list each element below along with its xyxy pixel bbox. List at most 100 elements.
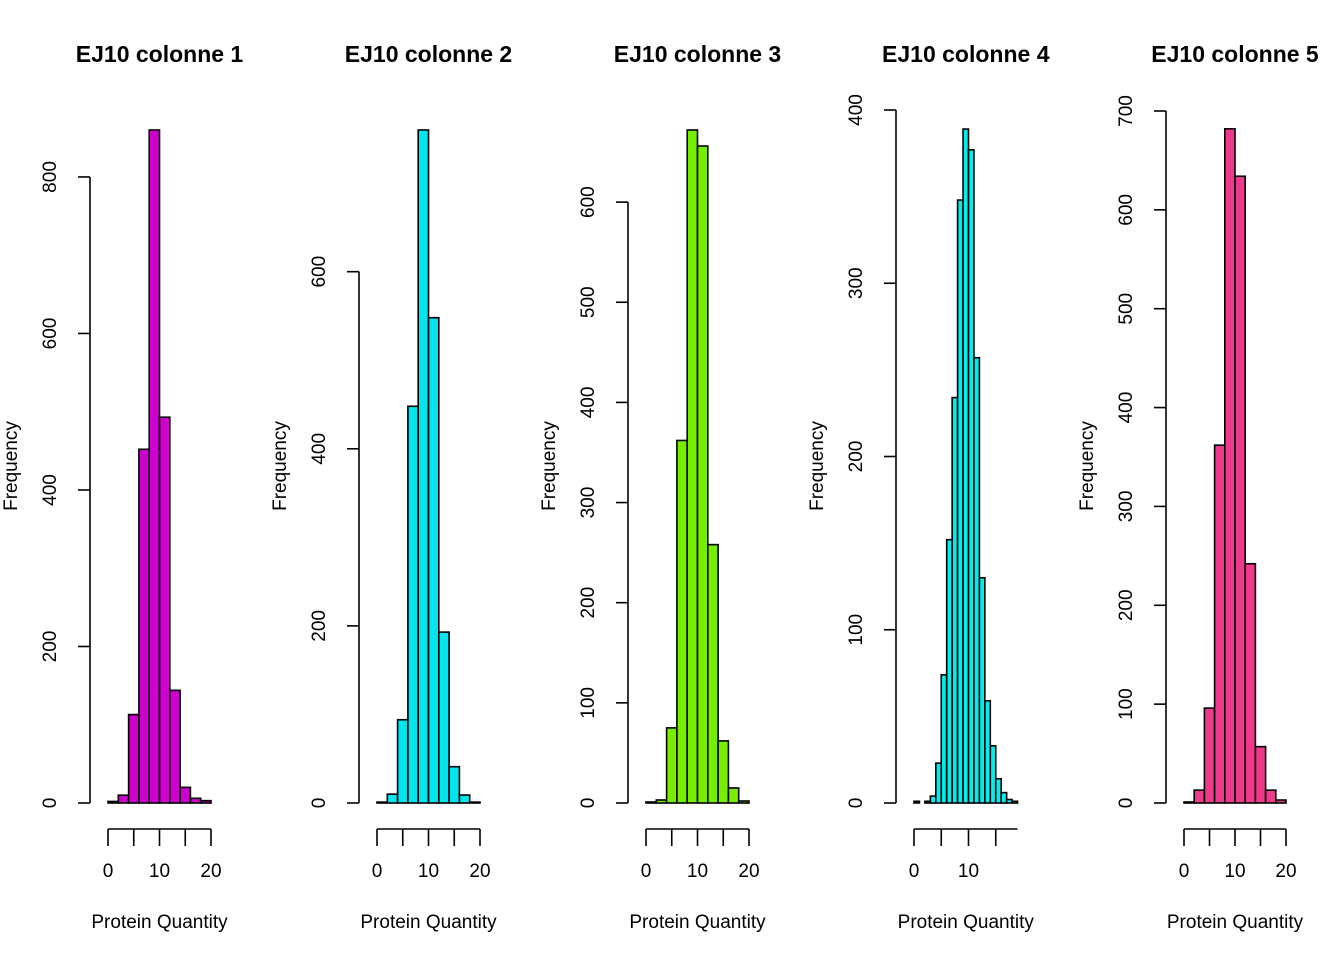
y-tick-label: 300 xyxy=(1116,491,1137,523)
x-tick-label: 20 xyxy=(469,861,490,882)
x-tick-label: 0 xyxy=(103,861,114,882)
x-tick-label: 0 xyxy=(372,861,383,882)
y-tick-label: 600 xyxy=(1116,194,1137,226)
y-tick-label: 500 xyxy=(1116,293,1137,325)
histogram-bar xyxy=(189,797,202,804)
histogram-bar xyxy=(1203,707,1216,804)
histogram-bar xyxy=(696,145,709,804)
histogram-bar xyxy=(940,673,948,804)
histogram-bar xyxy=(737,800,750,804)
histogram-bar xyxy=(1213,444,1226,804)
y-tick-label: 0 xyxy=(846,798,867,809)
x-axis-label: Protein Quantity xyxy=(629,912,766,933)
histogram-bar xyxy=(427,316,440,804)
y-tick-label: 600 xyxy=(40,318,61,350)
y-tick-label: 0 xyxy=(578,798,599,809)
histogram-bar xyxy=(978,576,986,804)
y-tick-label: 600 xyxy=(309,256,330,288)
y-tick-label: 200 xyxy=(40,631,61,663)
y-tick-label: 700 xyxy=(1116,95,1137,127)
histogram-bar xyxy=(973,356,981,804)
histogram-bar xyxy=(956,199,964,804)
histogram-bar xyxy=(676,439,689,804)
y-tick-label: 0 xyxy=(1116,798,1137,809)
histogram-bar xyxy=(1011,800,1019,804)
chart-title: EJ10 colonne 2 xyxy=(345,41,512,67)
y-tick-label: 100 xyxy=(578,687,599,719)
histogram-panel-2: EJ10 colonne 2 0 10 20 Protein Quantity 0 200 4… xyxy=(270,41,512,933)
chart-title: EJ10 colonne 4 xyxy=(882,41,1050,67)
x-tick-label: 0 xyxy=(1179,861,1190,882)
x-tick-label: 10 xyxy=(149,861,170,882)
histogram-bar xyxy=(127,713,140,804)
histogram-bar xyxy=(924,800,932,804)
y-tick-label: 0 xyxy=(309,798,330,809)
y-tick-label: 500 xyxy=(578,286,599,318)
histogram-panel-3: EJ10 colonne 3 0 10 20 Protein Quantity 0 100 2… xyxy=(539,41,781,933)
chart-title: EJ10 colonne 5 xyxy=(1151,41,1319,67)
y-axis-label: Frequency xyxy=(270,421,291,511)
histogram-bar xyxy=(1000,791,1008,804)
histogram-bar xyxy=(1183,801,1195,804)
x-axis-label: Protein Quantity xyxy=(91,912,228,933)
histogram-bar xyxy=(1234,175,1246,804)
histogram-bar xyxy=(962,128,970,804)
y-axis-label: Frequency xyxy=(807,421,828,511)
histogram-bar xyxy=(967,149,975,804)
histogram-bar xyxy=(984,699,992,804)
histogram-bar xyxy=(655,799,668,804)
histogram-bar xyxy=(169,689,181,804)
histogram-panel-4: EJ10 colonne 4 0 10 Protein Quantity 0 100 200… xyxy=(807,41,1050,933)
y-tick-label: 0 xyxy=(40,798,61,809)
x-tick-label: 10 xyxy=(687,861,708,882)
histogram-panel-1: EJ10 colonne 1 0 10 20 Protein Quantity 0 200 4… xyxy=(1,41,243,933)
histogram-bar xyxy=(1264,789,1277,804)
histogram-bar xyxy=(468,801,481,804)
histogram-panel-5: EJ10 colonne 5 0 10 20 Protein Quantity 0 100 2… xyxy=(1077,41,1319,933)
histogram-bar xyxy=(913,800,921,804)
chart-title: EJ10 colonne 1 xyxy=(76,41,244,67)
y-axis-label: Frequency xyxy=(539,421,560,511)
x-tick-label: 20 xyxy=(738,861,759,882)
histogram-bar xyxy=(417,129,430,804)
histogram-bar xyxy=(138,448,150,804)
x-tick-label: 10 xyxy=(1224,861,1245,882)
histogram-bar xyxy=(951,396,959,804)
y-tick-label: 400 xyxy=(309,433,330,465)
y-tick-label: 100 xyxy=(846,614,867,646)
y-tick-label: 300 xyxy=(578,487,599,519)
histogram-bar xyxy=(199,799,212,804)
histogram-bar xyxy=(1275,799,1287,804)
histogram-bar xyxy=(117,794,130,804)
histogram-bar xyxy=(158,416,171,804)
histogram-bar xyxy=(407,405,419,804)
histogram-bar xyxy=(179,786,192,804)
y-tick-label: 200 xyxy=(578,587,599,619)
histogram-bar xyxy=(945,538,953,804)
y-axis-label: Frequency xyxy=(1,421,22,511)
x-tick-label: 20 xyxy=(1275,861,1296,882)
histogram-bar xyxy=(396,718,409,804)
histogram-bar xyxy=(1254,745,1267,804)
histogram-bar xyxy=(386,793,399,804)
histogram-bar xyxy=(934,762,943,804)
histogram-bar xyxy=(437,631,450,804)
histogram-bar xyxy=(717,740,730,804)
x-tick-label: 0 xyxy=(641,861,652,882)
histogram-bar xyxy=(148,129,161,804)
histogram-bar xyxy=(706,543,719,804)
histogram-bar xyxy=(989,745,997,804)
histogram-bar xyxy=(686,129,699,804)
histogram-bar xyxy=(1193,789,1206,804)
y-axis-label: Frequency xyxy=(1077,421,1098,511)
histogram-bar xyxy=(448,765,461,804)
x-axis-label: Protein Quantity xyxy=(1167,912,1304,933)
y-tick-label: 200 xyxy=(1116,589,1137,621)
histogram-bar xyxy=(665,727,678,804)
y-tick-label: 200 xyxy=(309,610,330,642)
x-tick-label: 10 xyxy=(418,861,439,882)
histogram-bar xyxy=(929,795,937,804)
y-tick-label: 400 xyxy=(578,387,599,419)
y-tick-label: 400 xyxy=(846,94,867,126)
